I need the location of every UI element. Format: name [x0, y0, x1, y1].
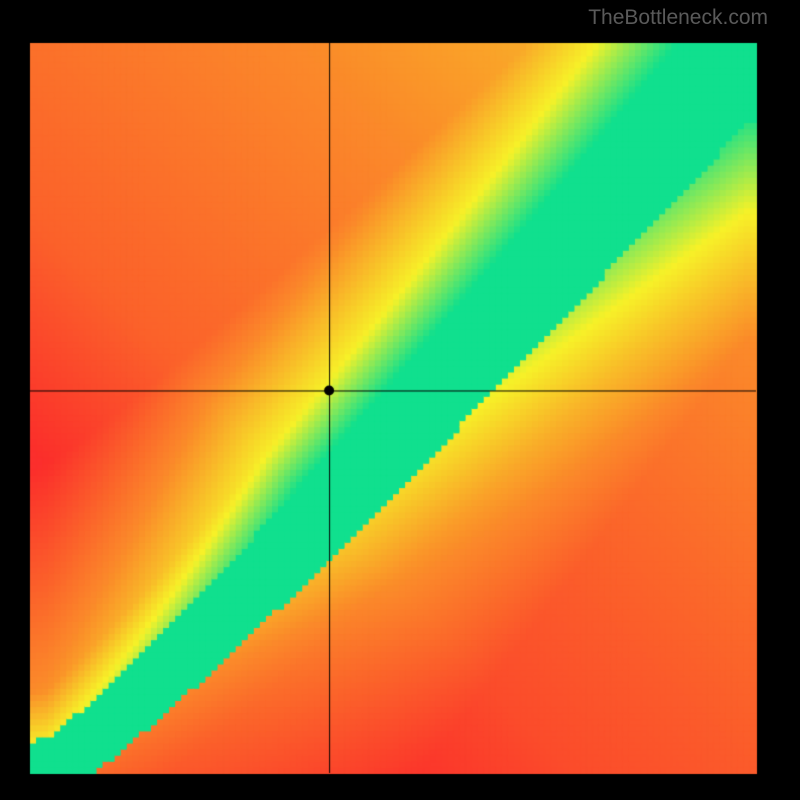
bottleneck-heatmap-canvas [0, 0, 800, 800]
chart-container: TheBottleneck.com [0, 0, 800, 800]
watermark-text: TheBottleneck.com [588, 6, 768, 30]
